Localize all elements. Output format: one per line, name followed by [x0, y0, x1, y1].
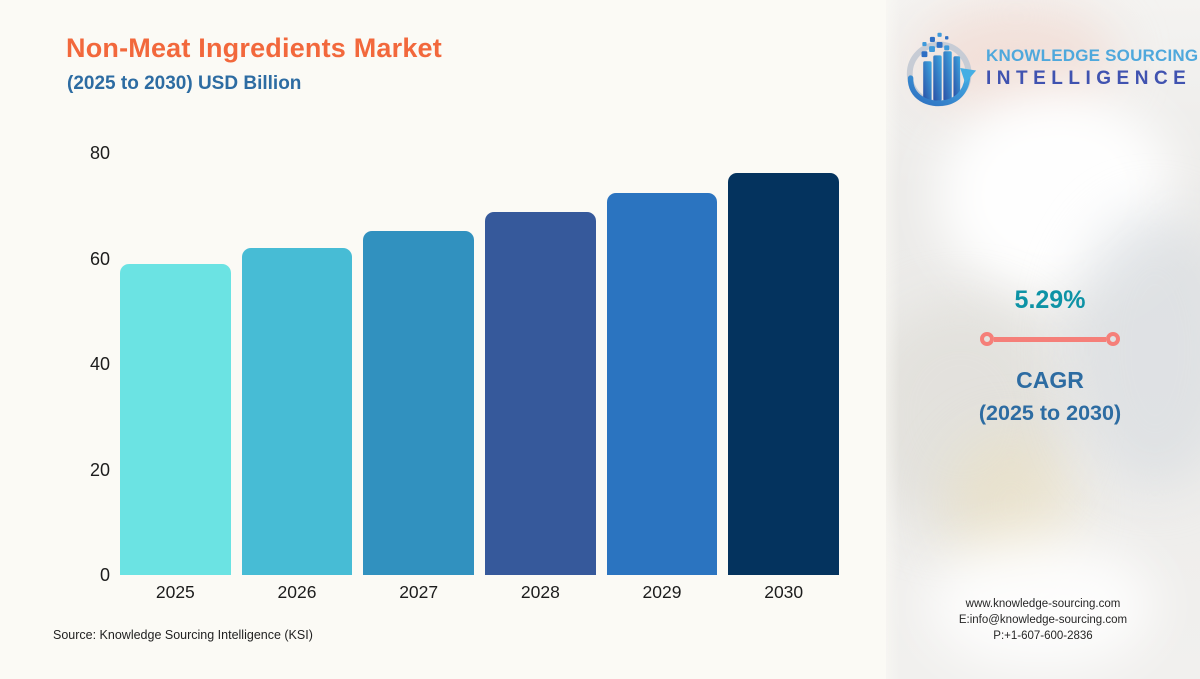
- bar-column-2026: 2026: [241, 153, 353, 602]
- globe-bars-arrow-icon: [906, 32, 977, 107]
- x-tick-label: 2027: [399, 582, 439, 602]
- source-note: Source: Knowledge Sourcing Intelligence …: [53, 628, 313, 642]
- bar-column-2028: 2028: [485, 153, 596, 602]
- x-tick-label: 2025: [155, 582, 195, 602]
- contact-website: www.knowledge-sourcing.com: [965, 598, 1121, 610]
- bar-column-2029: 2029: [606, 153, 718, 602]
- y-tick-label: 20: [89, 459, 110, 480]
- bar-rect: [606, 193, 718, 575]
- line-endpoint-dot: [980, 332, 994, 346]
- x-tick-label: 2028: [520, 582, 560, 602]
- bar-rect: [241, 247, 353, 575]
- bar-column-2030: 2030: [728, 153, 840, 602]
- bar-rect: [363, 230, 475, 575]
- x-tick-label: 2030: [764, 582, 804, 602]
- x-tick-label: 2026: [277, 582, 317, 602]
- cagr-period: (2025 to 2030): [978, 401, 1122, 425]
- company-logo: KNOWLEDGE SOURCING INTELLIGENCE: [898, 26, 1198, 110]
- bar-column-2027: 2027: [363, 153, 475, 602]
- logo-line2: INTELLIGENCE: [986, 68, 1192, 89]
- line-bar: [994, 336, 1106, 342]
- page-title: Non-Meat Ingredients Market: [66, 33, 442, 63]
- cagr-value: 5.29%: [1014, 286, 1086, 314]
- line-endpoint-dot: [1106, 332, 1120, 346]
- blur-blob: [926, 540, 1156, 670]
- bar-rect: [485, 212, 596, 575]
- contact-phone: P:+1-607-600-2836: [993, 630, 1093, 642]
- contact-block: www.knowledge-sourcing.com E:info@knowle…: [886, 596, 1200, 644]
- y-tick-label: 0: [99, 565, 110, 585]
- cagr-divider-line: [980, 332, 1120, 346]
- cagr-label: CAGR: [1016, 367, 1084, 393]
- contact-email: E:info@knowledge-sourcing.com: [958, 614, 1128, 626]
- logo-text: KNOWLEDGE SOURCING INTELLIGENCE: [986, 46, 1198, 90]
- y-tick-label: 40: [89, 354, 110, 374]
- x-tick-label: 2029: [642, 582, 682, 602]
- y-tick-label: 60: [89, 248, 110, 269]
- bar-rect: [728, 173, 840, 575]
- blur-blob: [1070, 210, 1200, 490]
- bar-chart: 2025 2026 2027 2028 2029 2030: [120, 153, 840, 602]
- y-tick-label: 80: [89, 143, 110, 163]
- logo-line1: KNOWLEDGE SOURCING: [986, 46, 1199, 65]
- page-subtitle: (2025 to 2030) USD Billion: [67, 73, 302, 94]
- y-axis: 0 20 40 60 80: [58, 143, 110, 585]
- cagr-callout: 5.29% CAGR (2025 to 2030): [938, 286, 1162, 426]
- bar-column-2025: 2025: [120, 153, 231, 602]
- bar-rect: [120, 264, 231, 575]
